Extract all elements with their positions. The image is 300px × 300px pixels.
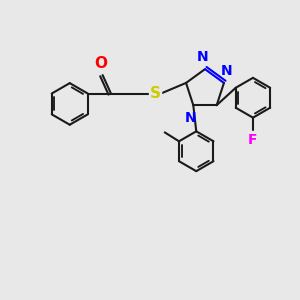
Text: N: N: [220, 64, 232, 78]
Text: S: S: [150, 86, 161, 101]
Text: O: O: [94, 56, 107, 71]
Text: N: N: [185, 110, 197, 124]
Text: F: F: [248, 133, 258, 146]
Text: N: N: [197, 50, 208, 64]
